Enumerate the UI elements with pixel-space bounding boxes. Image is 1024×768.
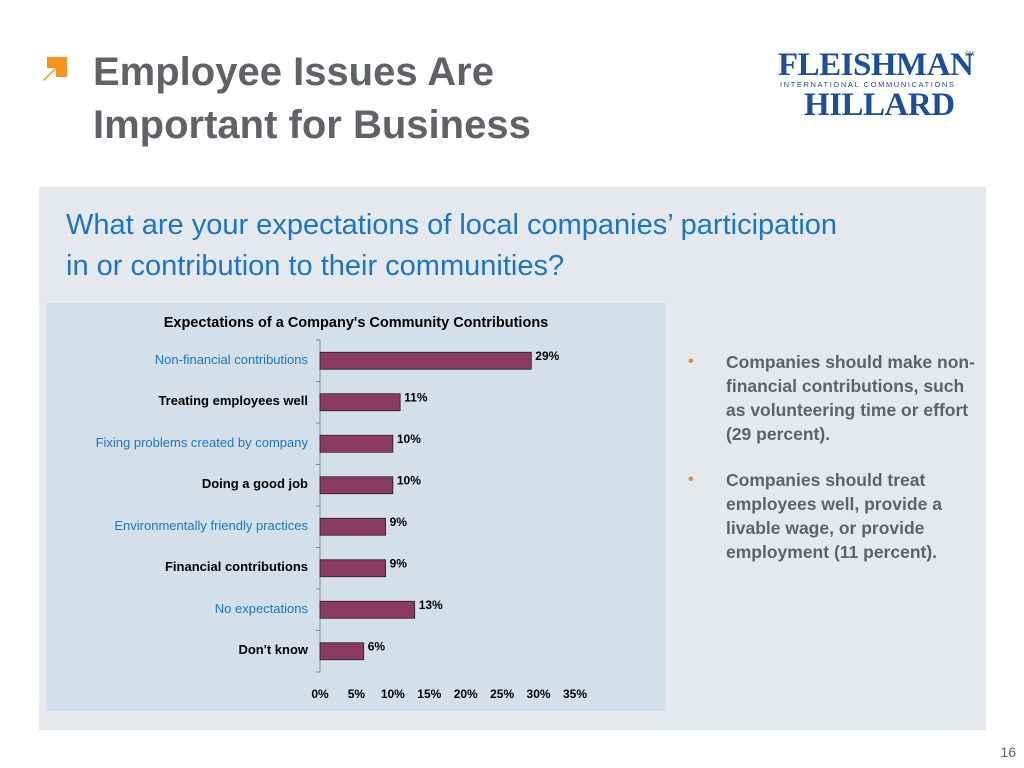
category-label: No expectations bbox=[214, 600, 308, 616]
chart-title: Expectations of a Company's Community Co… bbox=[163, 315, 549, 331]
bar-value-label: 10% bbox=[397, 473, 421, 487]
bar-value-label: 9% bbox=[390, 556, 408, 570]
bar bbox=[319, 559, 386, 578]
logo-line-2: INTERNATIONAL COMMUNICATIONS bbox=[780, 80, 956, 89]
logo-mark: SM bbox=[965, 52, 974, 58]
bullet-text: Companies should treat employees well, p… bbox=[726, 470, 942, 562]
bar-value-label: 13% bbox=[419, 598, 443, 612]
x-tick-label: 10% bbox=[381, 687, 405, 701]
category-label: Treating employees well bbox=[158, 393, 308, 409]
category-label: Doing a good job bbox=[201, 476, 308, 492]
question-line-1: What are your expectations of local comp… bbox=[66, 209, 838, 241]
bar-value-label: 9% bbox=[390, 515, 408, 529]
bar bbox=[319, 642, 365, 661]
bar-value-label: 29% bbox=[535, 349, 559, 363]
category-label: Environmentally friendly practices bbox=[114, 517, 308, 533]
category-label: Non-financial contributions bbox=[154, 351, 308, 367]
bullet-item: • Companies should make non-financial co… bbox=[688, 350, 988, 446]
bar bbox=[319, 393, 401, 412]
bar-value-label: 11% bbox=[404, 390, 428, 404]
logo-line-3: HILLARD bbox=[804, 87, 955, 123]
bar-value-label: 10% bbox=[397, 432, 421, 446]
page-number: 16 bbox=[1000, 744, 1016, 760]
x-tick-label: 35% bbox=[563, 687, 587, 701]
orange-arrow-icon bbox=[37, 53, 71, 87]
title-line-1: Employee Issues Are bbox=[93, 50, 494, 94]
category-label: Don't know bbox=[238, 642, 308, 658]
bar bbox=[319, 517, 386, 536]
bar bbox=[319, 476, 394, 495]
bar bbox=[319, 351, 532, 370]
title-line-2: Important for Business bbox=[93, 103, 531, 147]
x-tick-label: 30% bbox=[527, 687, 551, 701]
bullet-dot-icon: • bbox=[688, 471, 694, 488]
x-tick-label: 15% bbox=[417, 687, 441, 701]
bullet-text: Companies should make non-financial cont… bbox=[726, 352, 975, 444]
fleishman-hillard-logo: FLEISHMAN SM INTERNATIONAL COMMUNICATION… bbox=[778, 48, 978, 122]
question-line-2: in or contribution to their communities? bbox=[66, 250, 565, 282]
category-label: Financial contributions bbox=[164, 559, 308, 575]
survey-question: What are your expectations of local comp… bbox=[66, 205, 986, 287]
x-tick-label: 5% bbox=[348, 687, 366, 701]
logo-line-1: FLEISHMAN bbox=[778, 47, 974, 83]
bullet-list: • Companies should make non-financial co… bbox=[688, 350, 988, 586]
bar bbox=[319, 600, 416, 619]
bar-value-label: 6% bbox=[368, 639, 386, 653]
x-tick-label: 0% bbox=[311, 687, 329, 701]
category-label: Fixing problems created by company bbox=[95, 434, 308, 450]
x-tick-label: 20% bbox=[454, 687, 478, 701]
bar bbox=[319, 434, 394, 453]
page-title: Employee Issues Are Important for Busine… bbox=[93, 46, 693, 152]
x-tick-label: 25% bbox=[490, 687, 514, 701]
bullet-dot-icon: • bbox=[688, 353, 694, 370]
bullet-item: • Companies should treat employees well,… bbox=[688, 468, 988, 564]
